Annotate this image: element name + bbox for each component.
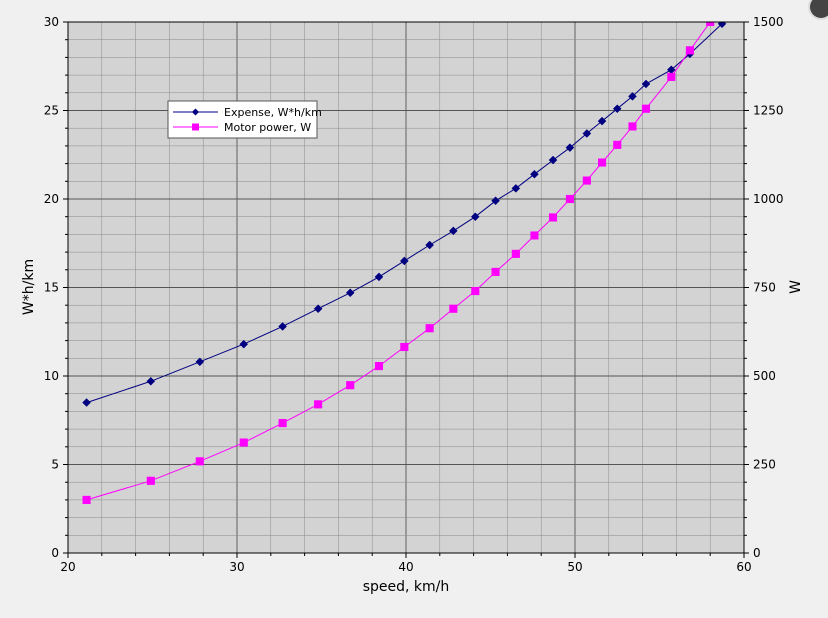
- x-axis-label: speed, km/h: [363, 579, 450, 595]
- legend: Expense, W*h/km Motor power, W: [167, 100, 322, 139]
- y-left-tick-label: 30: [44, 15, 59, 29]
- data-point-motor-power: [548, 213, 558, 222]
- data-point-motor-power: [239, 438, 248, 447]
- y-axis-right-label: W: [788, 280, 804, 294]
- legend-label: Motor power, W: [224, 121, 311, 134]
- data-point-motor-power: [511, 249, 520, 258]
- data-point-expense: [641, 79, 651, 89]
- y-right-tick-label: 250: [753, 458, 776, 472]
- data-point-expense: [399, 256, 409, 266]
- data-point-expense: [548, 155, 558, 165]
- y-left-tick-label: 10: [44, 369, 59, 383]
- y-axis-left-label: W*h/km: [21, 259, 37, 315]
- legend-marker-diamond: [192, 108, 199, 116]
- y-right-tick-label: 750: [753, 281, 776, 295]
- data-point-motor-power: [146, 476, 155, 485]
- data-point-expense: [732, 7, 740, 15]
- axes: 20 30 40 50 60051015202530025050075010001250…: [44, 15, 784, 574]
- data-point-expense: [82, 398, 91, 407]
- y-right-tick-label: 0: [753, 546, 761, 560]
- y-right-tick-label: 1000: [753, 192, 784, 206]
- y-left-tick-label: 25: [44, 104, 59, 118]
- y-left-tick-label: 0: [51, 546, 59, 560]
- data-point-motor-power: [278, 419, 287, 428]
- data-point-motor-power: [449, 304, 458, 313]
- data-point-expense: [565, 143, 575, 153]
- data-point-motor-power: [582, 176, 591, 185]
- data-point-expense: [278, 322, 287, 331]
- y-right-tick-label: 1250: [753, 104, 784, 118]
- data-point-expense: [195, 357, 205, 367]
- data-point-expense: [239, 339, 249, 349]
- data-point-motor-power: [374, 362, 384, 371]
- data-point-motor-power: [82, 495, 91, 504]
- data-point-motor-power: [314, 400, 323, 409]
- data-point-expense: [146, 376, 156, 386]
- data-point-expense: [425, 240, 435, 250]
- series-layer: [82, 0, 740, 504]
- legend-box: [167, 100, 318, 139]
- data-point-expense: [530, 169, 539, 179]
- legend-label: Expense, W*h/km: [224, 106, 322, 119]
- data-point-expense: [511, 184, 521, 193]
- data-point-expense: [448, 226, 458, 236]
- data-point-expense: [470, 212, 480, 222]
- legend-marker-square: [192, 123, 199, 131]
- data-point-motor-power: [400, 342, 409, 352]
- data-point-motor-power: [597, 158, 607, 167]
- data-point-expense: [345, 288, 355, 298]
- data-point-motor-power: [685, 46, 694, 55]
- data-point-expense: [582, 129, 592, 138]
- data-point-motor-power: [667, 72, 676, 81]
- window-corner-icon: [808, 0, 828, 20]
- x-tick-label: 40: [398, 560, 413, 574]
- data-point-motor-power: [565, 194, 574, 204]
- x-tick-label: 50: [567, 560, 582, 574]
- data-point-motor-power: [715, 0, 723, 8]
- y-left-tick-label: 15: [44, 281, 59, 295]
- data-point-motor-power: [628, 122, 637, 131]
- y-right-tick-label: 1500: [753, 15, 784, 29]
- data-point-motor-power: [346, 381, 355, 390]
- data-point-motor-power: [491, 267, 500, 276]
- data-point-expense: [628, 91, 637, 101]
- data-point-expense: [313, 304, 323, 314]
- data-point-expense: [597, 116, 607, 126]
- data-point-expense: [374, 272, 384, 282]
- data-point-motor-power: [641, 104, 651, 113]
- data-point-motor-power: [195, 457, 204, 466]
- y-left-tick-label: 5: [51, 458, 59, 472]
- data-point-motor-power: [425, 324, 434, 333]
- x-tick-label: 30: [229, 560, 244, 574]
- data-point-motor-power: [613, 140, 622, 149]
- x-tick-label: 20: [60, 560, 75, 574]
- x-tick-label: 60: [736, 560, 751, 574]
- y-left-tick-label: 20: [44, 192, 59, 206]
- y-right-tick-label: 500: [753, 369, 776, 383]
- data-point-expense: [491, 196, 500, 206]
- data-point-motor-power: [530, 231, 539, 240]
- data-point-expense: [612, 104, 622, 114]
- data-point-motor-power: [471, 286, 480, 296]
